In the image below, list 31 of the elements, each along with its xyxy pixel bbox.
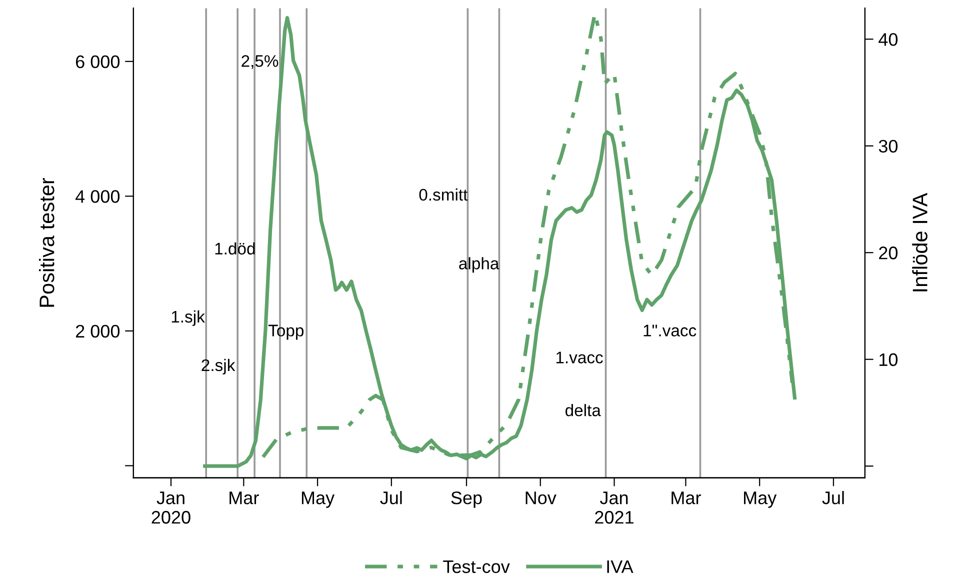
legend-label: IVA bbox=[607, 560, 634, 573]
annotation: delta bbox=[565, 404, 601, 416]
y2-tick-label: 40 bbox=[878, 33, 898, 46]
x-tick-label: May bbox=[302, 492, 335, 508]
annotation: 2.sjk bbox=[202, 358, 236, 374]
x-tick-label: Sep bbox=[451, 491, 482, 508]
x-tick-label: Mar bbox=[672, 492, 701, 504]
x-tick-label: May bbox=[744, 492, 777, 508]
y2-tick-label: 20 bbox=[879, 246, 898, 260]
x-tick-label: Jan 2020 bbox=[152, 492, 190, 524]
annotation: 1.vacc bbox=[556, 352, 603, 364]
y2-axis-title: Inflöde IVA bbox=[912, 192, 928, 292]
y-tick-label: 2 000 bbox=[76, 324, 120, 338]
x-tick-label: Jul bbox=[380, 491, 402, 504]
annotation: Topp bbox=[268, 324, 304, 340]
annotation: alpha bbox=[459, 257, 500, 273]
annotation: 1.död bbox=[215, 242, 255, 255]
annotation: 1.sjk bbox=[172, 310, 205, 326]
y-tick-label: 4 000 bbox=[75, 190, 120, 203]
annotation: 0.smitt bbox=[419, 188, 468, 201]
legend-label: Test-cov bbox=[443, 560, 510, 574]
annotation: 2,5% bbox=[242, 55, 278, 69]
x-tick-label: Mar bbox=[230, 492, 259, 504]
y2-tick-label: 30 bbox=[878, 140, 898, 153]
annotation: 1".vacc bbox=[644, 324, 696, 336]
x-tick-label: Jan 2021 bbox=[595, 492, 634, 524]
x-tick-label: Jul bbox=[822, 491, 844, 504]
x-tick-label: Nov bbox=[526, 492, 556, 504]
y-tick-label: 6 000 bbox=[76, 55, 120, 68]
y2-tick-label: 10 bbox=[880, 353, 898, 366]
y-axis-title: Positiva tester bbox=[38, 178, 54, 307]
